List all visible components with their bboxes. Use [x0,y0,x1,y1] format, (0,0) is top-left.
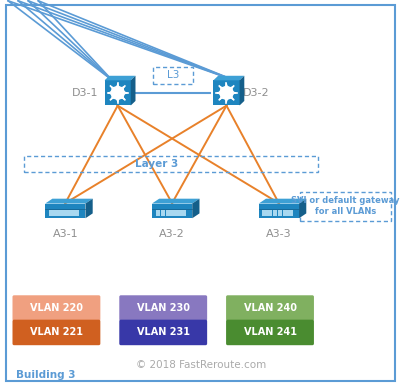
FancyBboxPatch shape [214,80,239,105]
Polygon shape [192,199,199,218]
FancyBboxPatch shape [156,210,160,216]
Text: A3-1: A3-1 [52,229,78,240]
FancyBboxPatch shape [45,204,85,218]
Polygon shape [104,76,135,80]
Text: VLAN 231: VLAN 231 [137,327,190,337]
Polygon shape [259,199,306,204]
Text: Layer 3: Layer 3 [135,159,178,169]
FancyBboxPatch shape [69,210,74,216]
FancyBboxPatch shape [59,210,64,216]
FancyBboxPatch shape [288,210,293,216]
Text: A3-3: A3-3 [266,229,292,240]
FancyBboxPatch shape [104,80,131,105]
Circle shape [220,87,233,99]
Polygon shape [214,76,244,80]
FancyBboxPatch shape [283,210,287,216]
FancyBboxPatch shape [268,210,272,216]
FancyBboxPatch shape [152,204,192,218]
FancyBboxPatch shape [12,320,100,345]
FancyBboxPatch shape [181,210,186,216]
Text: VLAN 230: VLAN 230 [137,303,190,313]
Text: VLAN 241: VLAN 241 [243,327,297,337]
Text: Building 3: Building 3 [16,370,76,380]
FancyBboxPatch shape [166,210,170,216]
FancyBboxPatch shape [278,210,283,216]
Polygon shape [131,76,135,105]
Circle shape [111,87,124,99]
FancyBboxPatch shape [49,210,54,216]
FancyBboxPatch shape [171,210,176,216]
Text: L3: L3 [167,70,179,80]
Polygon shape [299,199,306,218]
FancyBboxPatch shape [119,320,207,345]
FancyBboxPatch shape [161,210,166,216]
Text: D3-1: D3-1 [72,88,99,98]
FancyBboxPatch shape [54,210,59,216]
FancyBboxPatch shape [176,210,181,216]
Polygon shape [239,76,244,105]
Text: A3-2: A3-2 [159,229,185,240]
Text: SVI or default gateway
for all VLANs: SVI or default gateway for all VLANs [291,196,400,216]
Text: D3-2: D3-2 [243,88,270,98]
Text: © 2018 FastReroute.com: © 2018 FastReroute.com [136,360,267,370]
FancyBboxPatch shape [226,320,314,345]
FancyBboxPatch shape [119,295,207,321]
FancyBboxPatch shape [74,210,79,216]
Text: VLAN 221: VLAN 221 [30,327,83,337]
Text: VLAN 220: VLAN 220 [30,303,83,313]
FancyBboxPatch shape [262,210,267,216]
Polygon shape [85,199,93,218]
FancyBboxPatch shape [12,295,100,321]
Polygon shape [45,199,93,204]
FancyBboxPatch shape [64,210,69,216]
FancyBboxPatch shape [259,204,299,218]
Polygon shape [152,199,199,204]
FancyBboxPatch shape [226,295,314,321]
FancyBboxPatch shape [272,210,277,216]
Text: VLAN 240: VLAN 240 [243,303,297,313]
